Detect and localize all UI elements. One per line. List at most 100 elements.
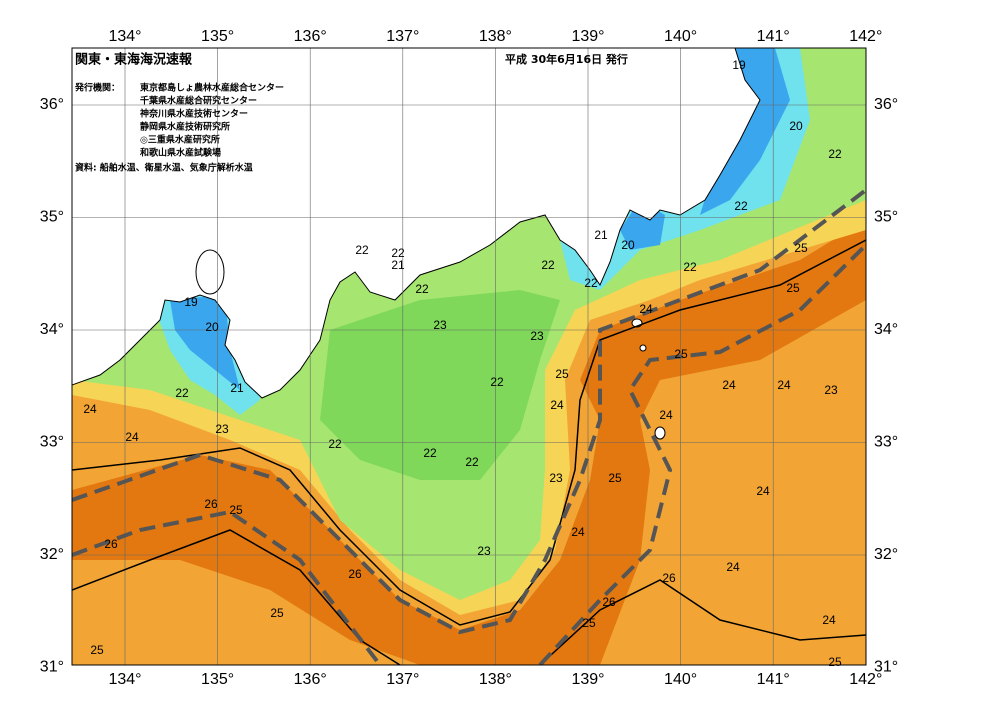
contour-label: 21 <box>594 228 608 242</box>
contour-label: 24 <box>125 430 139 444</box>
lat-label: 34° <box>874 321 898 338</box>
lon-label: 136° <box>294 28 327 45</box>
island <box>654 426 666 440</box>
data-source: 資料: 船舶水温、衛星水温、気象庁解析水温 <box>75 162 253 174</box>
kuroshio-axis <box>72 509 382 665</box>
contour-label: 24 <box>726 560 740 574</box>
lon-label: 142° <box>849 28 882 45</box>
contour-label: 20 <box>789 119 803 133</box>
contour-label: 22 <box>490 375 504 389</box>
map-body <box>72 48 866 665</box>
lat-label: 36° <box>40 96 64 113</box>
contour-label: 19 <box>184 295 198 309</box>
contour-label: 22 <box>391 246 405 260</box>
contour-label: 25 <box>582 616 596 630</box>
contour-label: 24 <box>722 378 736 392</box>
organization: 東京都島しょ農林水産総合センター <box>140 82 284 94</box>
contour-label: 24 <box>659 408 673 422</box>
contour-label: 25 <box>786 281 800 295</box>
lon-label: 137° <box>386 671 419 688</box>
graticule <box>72 48 866 665</box>
contour-label: 25 <box>229 503 243 517</box>
contour-label: 23 <box>824 383 838 397</box>
contour-label: 23 <box>433 318 447 332</box>
contour-label: 25 <box>828 655 842 669</box>
contour-label: 25 <box>90 643 104 657</box>
lat-label: 34° <box>40 321 64 338</box>
lon-label: 134° <box>108 671 141 688</box>
contour-label: 23 <box>477 544 491 558</box>
contour-label: 22 <box>734 199 748 213</box>
contour-label: 22 <box>328 437 342 451</box>
contour-label: 26 <box>104 537 118 551</box>
lon-label: 142° <box>849 671 882 688</box>
lat-label: 32° <box>40 546 64 563</box>
contour-label: 26 <box>348 567 362 581</box>
lon-label: 139° <box>571 28 604 45</box>
contour-line <box>539 579 866 665</box>
island <box>639 344 647 352</box>
contour-label: 21 <box>230 381 244 395</box>
lon-label: 137° <box>386 28 419 45</box>
awaji-island <box>195 249 225 295</box>
organization: 和歌山県水産試験場 <box>139 147 221 159</box>
contour-label: 26 <box>662 571 676 585</box>
blue-bay <box>170 295 240 390</box>
lon-label: 139° <box>571 671 604 688</box>
contour-label: 25 <box>794 241 808 255</box>
lat-label: 31° <box>874 659 898 676</box>
contour-line <box>72 239 866 626</box>
contour-label: 26 <box>602 595 616 609</box>
issuers-label: 発行機関： <box>74 82 120 94</box>
contour-label: 26 <box>204 497 218 511</box>
organization: 神奈川県水産技術センター <box>140 108 248 120</box>
contour-label: 24 <box>83 402 97 416</box>
organization: 千葉県水産総合研究センター <box>140 95 257 107</box>
contour-label: 19 <box>732 58 746 72</box>
contour-label: 24 <box>777 378 791 392</box>
kuroshio-axis <box>72 188 866 635</box>
contour-line <box>72 529 401 665</box>
organization: ◎三重県水産研究所 <box>140 134 220 146</box>
contour-label: 23 <box>530 329 544 343</box>
contour-label: 25 <box>270 606 284 620</box>
contour-label: 22 <box>465 455 479 469</box>
lon-label: 138° <box>479 28 512 45</box>
lon-label: 140° <box>664 671 697 688</box>
contour-label: 23 <box>549 471 563 485</box>
lon-label: 134° <box>108 28 141 45</box>
contour-label: 22 <box>541 258 555 272</box>
contour-label: 21 <box>391 258 405 272</box>
lat-label: 35° <box>874 209 898 226</box>
map-frame <box>71 47 867 666</box>
contour-label: 20 <box>205 320 219 334</box>
lon-label: 141° <box>757 28 790 45</box>
contour-label: 22 <box>355 243 369 257</box>
lon-label: 138° <box>479 671 512 688</box>
blue-water <box>700 48 790 215</box>
contour-label: 24 <box>550 398 564 412</box>
issue-date: 平成 30年6月16日 発行 <box>505 52 628 66</box>
lon-label: 141° <box>757 671 790 688</box>
lon-label: 140° <box>664 28 697 45</box>
organization: 静岡県水産技術研究所 <box>140 121 230 133</box>
contour-label: 25 <box>674 347 688 361</box>
contour-label: 22 <box>584 276 598 290</box>
lat-label: 33° <box>874 434 898 451</box>
lon-label: 135° <box>201 28 234 45</box>
contour-label: 23 <box>215 422 229 436</box>
contour-label: 22 <box>828 147 842 161</box>
lat-label: 36° <box>874 96 898 113</box>
contour-label: 24 <box>756 484 770 498</box>
lat-label: 35° <box>40 209 64 226</box>
lat-label: 31° <box>40 659 64 676</box>
bright-green-water <box>320 290 560 480</box>
title: 関東・東海海況速報 <box>75 52 193 68</box>
contour-label: 22 <box>175 386 189 400</box>
contour-label: 20 <box>621 238 635 252</box>
contour-label: 24 <box>639 302 653 316</box>
lon-label: 135° <box>201 671 234 688</box>
lat-label: 32° <box>874 546 898 563</box>
contour-label: 25 <box>555 367 569 381</box>
